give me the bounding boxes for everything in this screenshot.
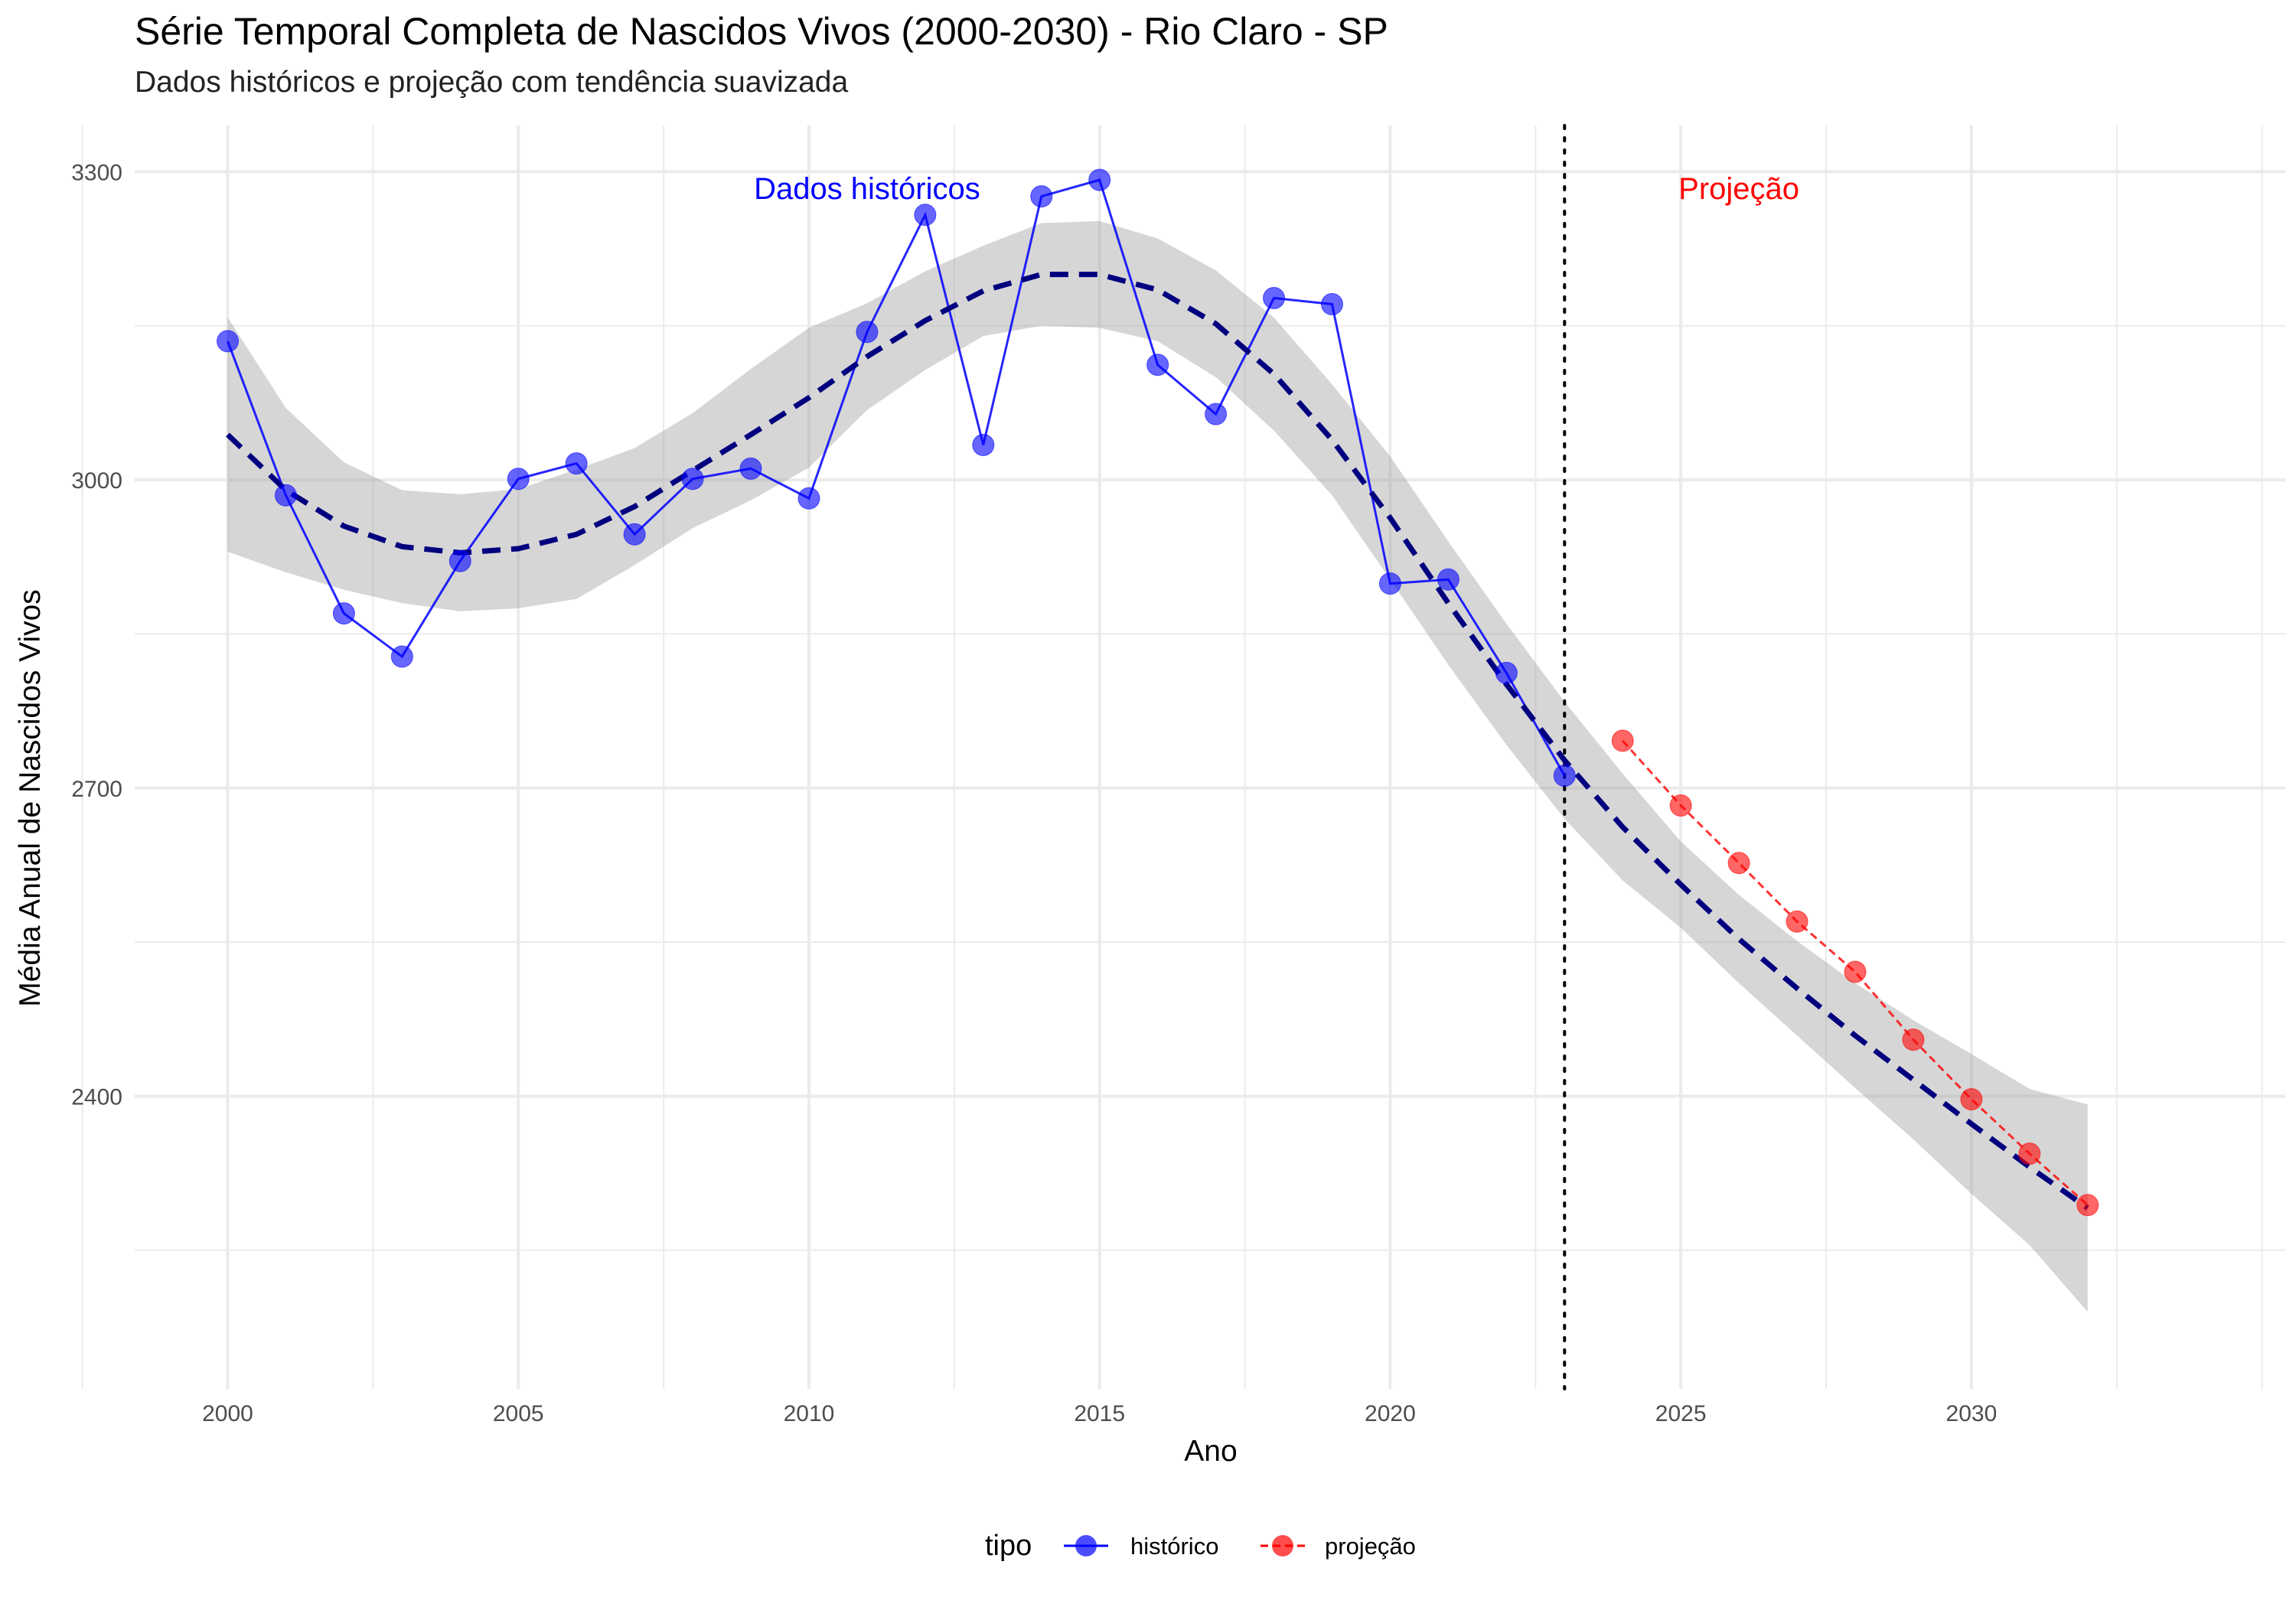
data-point-historico: [448, 549, 471, 572]
data-point-historico: [390, 645, 413, 668]
legend-title: tipo: [985, 1530, 1032, 1562]
confidence-ribbon: [227, 220, 2088, 1312]
annotation-projection: Projeção: [1678, 172, 1799, 206]
chart-title: Série Temporal Completa de Nascidos Vivo…: [135, 10, 1388, 53]
trend-layer: [226, 272, 2089, 1211]
data-point-historico: [797, 487, 820, 510]
x-tick-label: 2010: [784, 1401, 835, 1426]
y-tick-label: 3000: [71, 468, 122, 494]
y-axis-title: Média Anual de Nascidos Vivos: [14, 589, 47, 1007]
data-point-historico: [681, 468, 704, 491]
x-tick-label: 2025: [1655, 1401, 1707, 1426]
x-axis-ticks: 2000 2005 2010 2015 2020 2025 2030: [202, 1401, 1997, 1426]
x-tick-label: 2030: [1946, 1401, 1998, 1426]
data-point-historico: [914, 204, 937, 227]
data-point-historico: [856, 321, 879, 344]
data-point-historico: [1088, 168, 1111, 191]
data-point-projecao: [1902, 1028, 1925, 1051]
legend: tipo histórico projeção: [985, 1530, 1416, 1562]
data-point-historico: [1495, 661, 1518, 684]
data-point-historico: [507, 468, 530, 491]
data-point-projecao: [1786, 910, 1808, 933]
y-axis-ticks: 2400 2700 3000 3300: [71, 160, 122, 1110]
data-point-historico: [1263, 287, 1286, 310]
x-tick-label: 2015: [1074, 1401, 1125, 1426]
annotation-historical: Dados históricos: [754, 172, 980, 206]
smooth-trend-line: [226, 272, 2089, 1211]
data-point-projecao: [1844, 960, 1867, 983]
data-point-historico: [1378, 572, 1401, 595]
y-tick-label: 2700: [71, 777, 122, 802]
data-point-historico: [1437, 568, 1459, 591]
data-point-historico: [623, 523, 646, 546]
annotations: Dados históricos Projeção: [754, 172, 1799, 206]
y-tick-label: 2400: [71, 1084, 122, 1110]
data-point-historico: [332, 602, 355, 625]
data-point-historico: [972, 433, 995, 456]
x-tick-label: 2005: [493, 1401, 544, 1426]
legend-item-historico: histórico: [1064, 1533, 1218, 1560]
data-point-historico: [1553, 764, 1576, 787]
data-point-projecao: [2076, 1194, 2099, 1217]
series-line-historico: [227, 178, 1566, 777]
data-point-historico: [217, 330, 240, 353]
data-point-historico: [739, 457, 762, 480]
grid: [81, 125, 2285, 1389]
series-layer: [227, 178, 2089, 1206]
series-line-projecao: [1622, 740, 2089, 1206]
data-point-historico: [565, 452, 588, 475]
data-point-projecao: [1611, 729, 1634, 752]
confidence-ribbon-layer: [227, 220, 2088, 1312]
chart-subtitle: Dados históricos e projeção com tendênci…: [135, 66, 849, 99]
legend-item-projecao: projeção: [1261, 1533, 1416, 1560]
data-point-projecao: [1727, 852, 1750, 875]
y-tick-label: 3300: [71, 160, 122, 185]
legend-key-point: [1272, 1535, 1293, 1556]
data-point-projecao: [1960, 1087, 1983, 1110]
data-point-historico: [1146, 354, 1169, 376]
data-point-historico: [1205, 403, 1228, 425]
data-point-historico: [1320, 293, 1343, 316]
data-point-projecao: [2018, 1143, 2041, 1165]
x-axis-title: Ano: [1184, 1435, 1237, 1468]
points-layer: [217, 168, 2099, 1217]
data-point-historico: [1030, 185, 1053, 208]
legend-label: histórico: [1130, 1533, 1218, 1560]
x-tick-label: 2020: [1365, 1401, 1416, 1426]
data-point-historico: [274, 484, 297, 507]
legend-key-point: [1075, 1535, 1097, 1556]
x-tick-label: 2000: [202, 1401, 253, 1426]
data-point-projecao: [1669, 794, 1692, 817]
legend-label: projeção: [1325, 1533, 1416, 1560]
